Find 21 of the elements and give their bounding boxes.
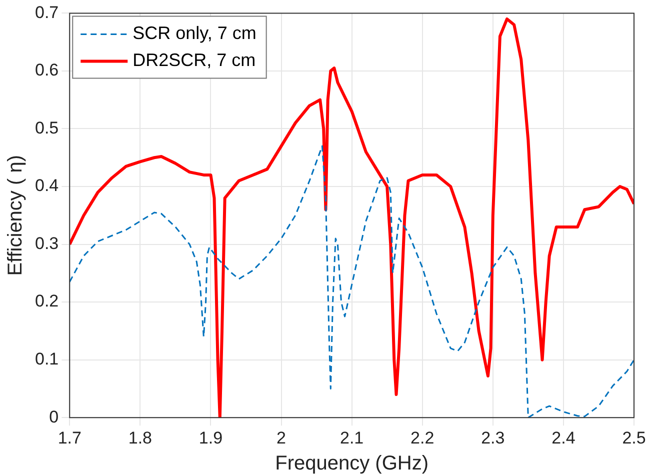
y-tick-label: 0.7 xyxy=(34,2,59,22)
y-tick-label: 0.6 xyxy=(34,60,59,80)
x-tick-label: 2.5 xyxy=(622,428,646,448)
y-tick-label: 0.3 xyxy=(34,234,59,253)
x-tick-label: 2 xyxy=(276,428,286,448)
x-axis-title: Frequency (GHz) xyxy=(275,452,429,475)
legend-label: SCR only, 7 cm xyxy=(132,23,256,44)
x-tick-label: 2.2 xyxy=(410,428,434,448)
y-tick-label: 0.2 xyxy=(34,292,59,311)
y-tick-label: 0.4 xyxy=(34,176,59,196)
x-tick-label: 1.9 xyxy=(198,428,223,448)
y-axis-title: Efficiency ( η) xyxy=(4,155,27,276)
y-tick-label: 0 xyxy=(49,407,59,426)
legend-label: DR2SCR, 7 cm xyxy=(132,50,256,70)
x-tick-label: 2.3 xyxy=(481,428,505,448)
x-tick-label: 1.8 xyxy=(128,428,152,448)
y-tick-label: 0.5 xyxy=(34,118,59,138)
x-tick-label: 1.7 xyxy=(58,428,82,448)
y-tick-label: 0.1 xyxy=(34,350,59,369)
x-tick-label: 2.1 xyxy=(340,428,364,448)
x-tick-label: 2.4 xyxy=(552,428,576,448)
